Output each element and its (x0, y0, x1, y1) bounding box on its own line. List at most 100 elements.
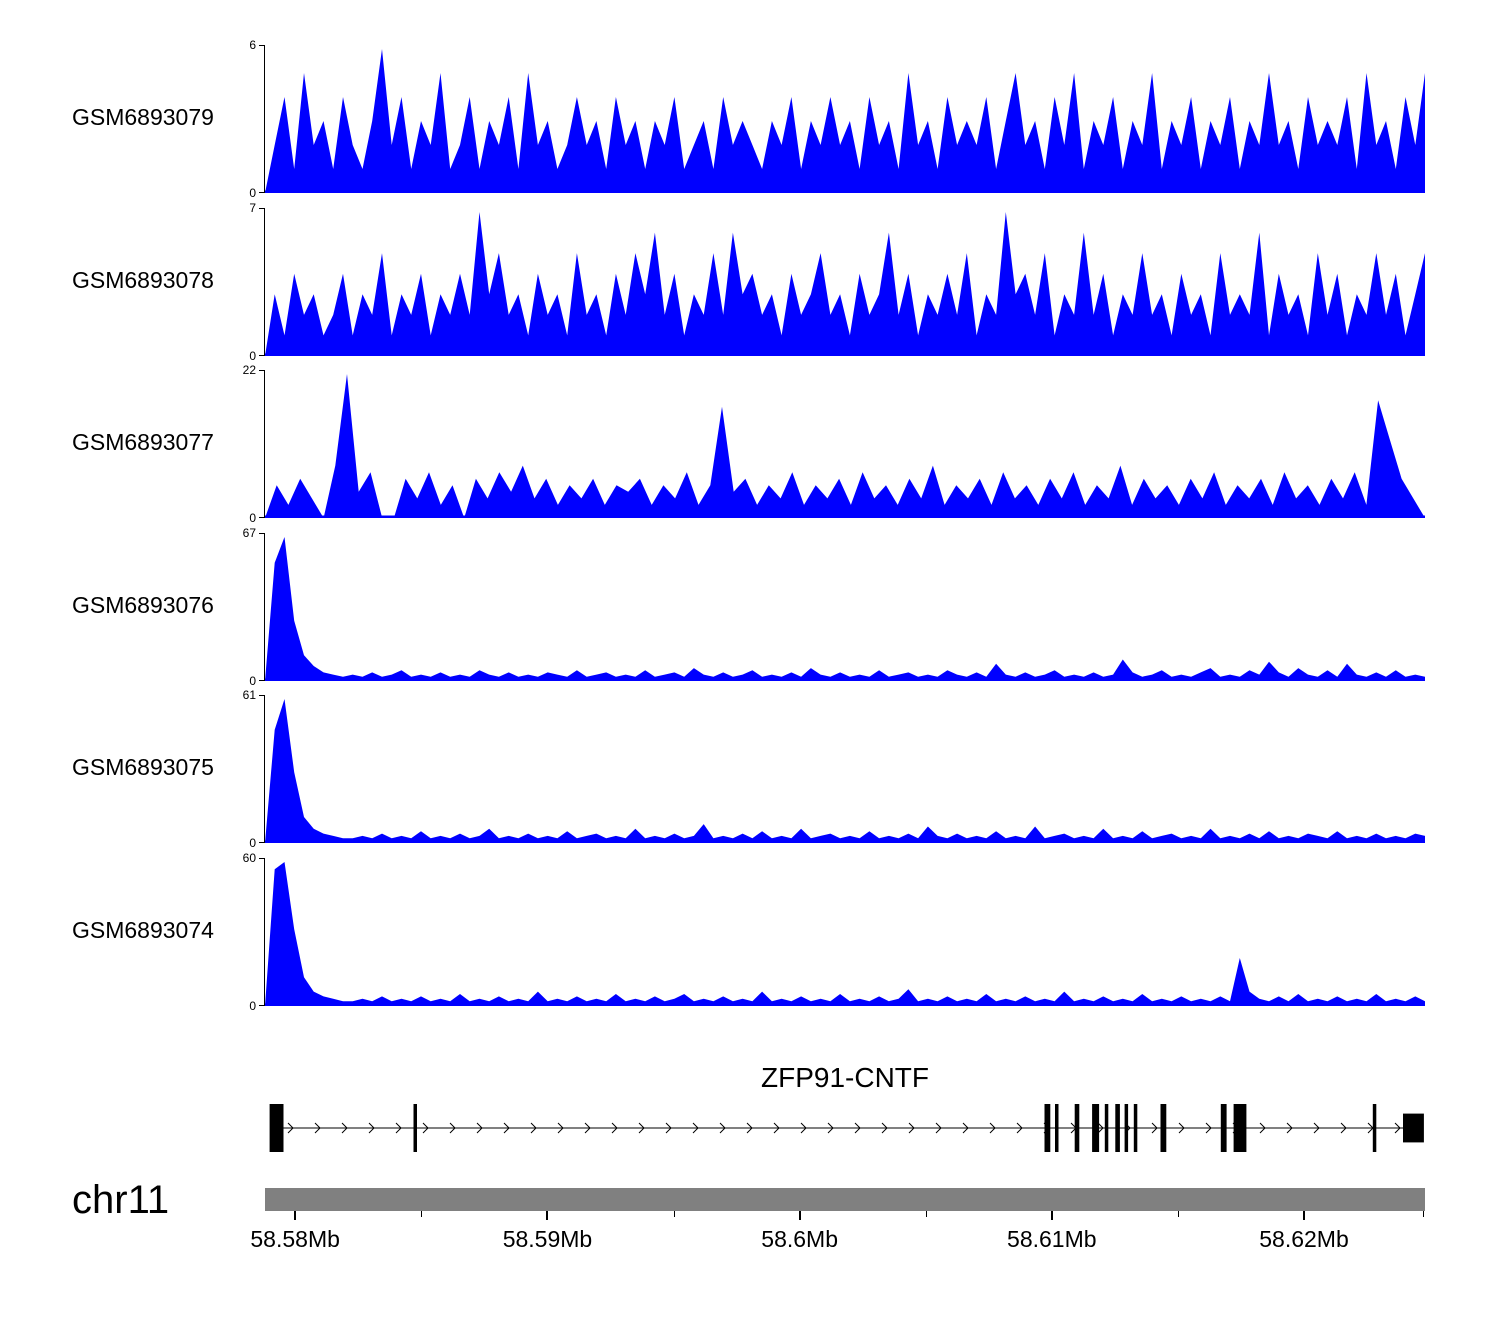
signal-track-GSM6893074: GSM6893074 60 0 (0, 851, 1500, 1013)
axis-tick-label: 58.58Mb (250, 1226, 340, 1252)
yaxis-tick-top (259, 858, 265, 859)
yaxis-max-label: 22 (242, 363, 256, 378)
yaxis-line (264, 45, 265, 193)
strand-arrow-icon (827, 1122, 834, 1134)
yaxis-max-label: 7 (249, 200, 256, 215)
strand-arrow-icon (665, 1122, 672, 1134)
coverage-polygon (265, 374, 1425, 519)
signal-area-GSM6893078 (265, 211, 1425, 356)
strand-arrow-icon (422, 1122, 429, 1134)
coverage-baseline (265, 190, 1425, 193)
yaxis-max-label: 6 (249, 38, 256, 52)
axis-minor-tick (421, 1211, 423, 1217)
track-label: GSM6893077 (72, 429, 214, 456)
strand-arrow-icon (1097, 1122, 1104, 1134)
strand-arrow-icon (611, 1122, 618, 1134)
exon-box (1160, 1104, 1167, 1152)
gene-structure-track (269, 1104, 1424, 1152)
coverage-polygon (265, 536, 1425, 681)
axis-minor-tick (1177, 1211, 1179, 1217)
yaxis-tick-top (259, 532, 265, 534)
yaxis-line (264, 695, 265, 844)
exon-box (1220, 1104, 1227, 1152)
strand-arrow-icon (395, 1122, 402, 1134)
strand-arrow-icon (1178, 1122, 1185, 1134)
strand-arrow-icon (1286, 1122, 1293, 1134)
yaxis-max-label: 67 (242, 525, 256, 540)
axis-minor-tick (673, 1211, 675, 1217)
signal-area-GSM6893079 (265, 49, 1425, 193)
strand-arrow-icon (1394, 1122, 1401, 1134)
signal-track-GSM6893075: GSM6893075 61 0 (0, 688, 1500, 850)
signal-track-GSM6893077: GSM6893077 22 0 (0, 363, 1500, 525)
axis-tick-label: 58.61Mb (1007, 1226, 1097, 1252)
track-label: GSM6893075 (72, 754, 214, 781)
strand-arrow-icon (476, 1122, 483, 1134)
strand-arrow-icon (503, 1122, 510, 1134)
yaxis-min-label: 0 (249, 999, 256, 1013)
axis-tick-label: 58.62Mb (1259, 1226, 1349, 1252)
exon-box (1403, 1113, 1424, 1143)
coverage-baseline (265, 678, 1425, 681)
strand-arrow-icon (449, 1122, 456, 1134)
signal-track-GSM6893076: GSM6893076 67 0 (0, 526, 1500, 688)
coverage-polygon (265, 862, 1425, 1006)
track-label: GSM6893078 (72, 266, 214, 293)
strand-arrow-icon (1205, 1122, 1212, 1134)
yaxis-tick-bottom (259, 517, 265, 519)
axis-major-tick (294, 1211, 297, 1220)
yaxis-line (264, 207, 265, 356)
yaxis-tick-bottom (259, 192, 265, 193)
axis-major-tick (798, 1211, 801, 1220)
yaxis-tick-bottom (259, 679, 265, 681)
axis-minor-tick (925, 1211, 927, 1217)
strand-arrow-icon (989, 1122, 996, 1134)
axis-minor-tick (1423, 1211, 1425, 1217)
gene-name-label: ZFP91-CNTF (761, 1062, 929, 1093)
strand-arrow-icon (341, 1122, 348, 1134)
strand-arrow-icon (1151, 1122, 1158, 1134)
yaxis-max-label: 61 (242, 688, 256, 703)
strand-arrow-icon (962, 1122, 969, 1134)
track-label: GSM6893076 (72, 591, 214, 618)
yaxis-min-label: 0 (249, 511, 256, 526)
strand-arrow-icon (773, 1122, 780, 1134)
yaxis-min-label: 0 (249, 186, 256, 200)
strand-arrow-icon (854, 1122, 861, 1134)
strand-arrow-icon (287, 1122, 294, 1134)
strand-arrow-icon (746, 1122, 753, 1134)
exon-box (1133, 1104, 1138, 1152)
exon-box (1044, 1104, 1051, 1152)
track-label: GSM6893074 (72, 917, 214, 944)
chromosome-label: chr11 (72, 1178, 170, 1222)
exon-box (1115, 1104, 1120, 1152)
strand-arrow-icon (692, 1122, 699, 1134)
yaxis-min-label: 0 (249, 348, 256, 363)
yaxis-tick-bottom (259, 842, 265, 844)
exon-box (413, 1104, 417, 1152)
exon-box (1074, 1104, 1080, 1152)
exon-box (1124, 1104, 1129, 1152)
chromosome-bar (265, 1188, 1425, 1211)
yaxis-tick-bottom (259, 1005, 265, 1006)
signal-track-GSM6893079: GSM6893079 6 0 (0, 38, 1500, 200)
axis-major-tick (1303, 1211, 1305, 1220)
signal-track-GSM6893078: GSM6893078 7 0 (0, 201, 1500, 363)
exon-box (1104, 1104, 1109, 1152)
signal-area-GSM6893075 (265, 699, 1425, 844)
strand-arrow-icon (530, 1122, 537, 1134)
strand-arrow-icon (314, 1122, 321, 1134)
axis-tick-label: 58.6Mb (761, 1226, 838, 1252)
coverage-polygon (265, 49, 1425, 193)
yaxis-tick-top (259, 695, 265, 697)
axis-tick-label: 58.59Mb (502, 1226, 593, 1252)
strand-arrow-icon (557, 1122, 564, 1134)
yaxis-line (264, 858, 265, 1006)
exon-box (269, 1104, 284, 1152)
coverage-baseline (265, 515, 1425, 519)
strand-arrow-icon (368, 1122, 375, 1134)
coverage-baseline (265, 840, 1425, 844)
yaxis-tick-bottom (259, 354, 265, 356)
axis-major-tick (546, 1211, 549, 1220)
yaxis-min-label: 0 (249, 836, 256, 851)
